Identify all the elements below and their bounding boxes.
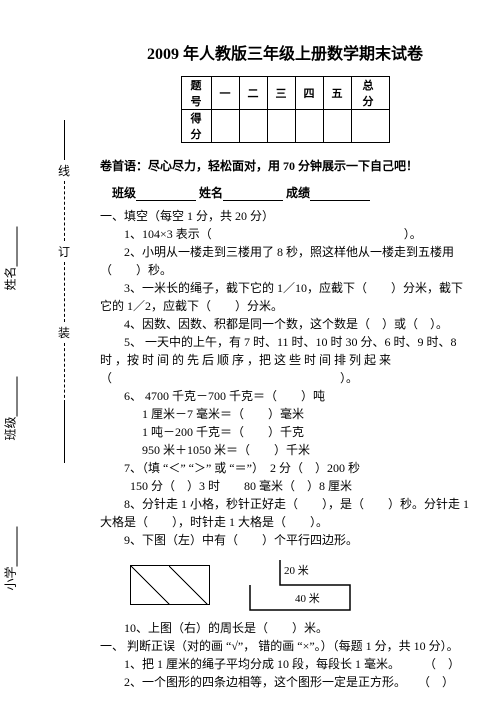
section2-header: 一、 判断正误（对的画 “√”， 错的画 “×”。）（每题 1 分，共 10 分… [100,637,470,655]
binding-margin: 线 订 装 [44,120,84,680]
seg-line: 线 [58,162,70,179]
col-2: 二 [239,77,267,110]
q3: 3、一米长的绳子，截下它的 1／10，应截下（ ）分米，截下它的 1／2，应截下… [100,279,470,315]
q8: 8、分针走 1 小格，秒针正好走（ ），是（ ）秒。分针走 1 大格是（ ），时… [100,495,470,531]
th-num: 题号 [181,77,211,110]
q7a: 7、（填 “＜” “＞” 或 “＝”） 2 分（ ）200 秒 [100,459,470,477]
label-40m: 40 米 [295,591,320,608]
q9: 9、下图（左）中有（ ）个平行四边形。 [100,531,470,549]
name-label: 姓名 [199,186,223,200]
j2: 2、一个图形的四条边相等，这个图形一定是正方形。 （ ） [100,673,470,691]
margin-name-label: 姓名 [4,266,18,290]
th-score: 得分 [181,110,211,143]
col-4: 四 [295,77,323,110]
q5: 5、 一天中的上午，有 7 时、11 时、10 时 30 分、6 时、9 时、8… [100,333,470,387]
seg-bind: 订 [58,243,70,260]
cell [323,110,351,143]
section1-header: 一、填空（每空 1 分，共 20 分） [100,207,470,225]
cell [267,110,295,143]
fill-line: 班级 姓名 成绩 [100,184,470,201]
class-label: 班级 [112,186,136,200]
q6b: 1 厘米－7 毫米＝（ ）毫米 [100,405,470,423]
col-5: 五 [323,77,351,110]
figure-row: 20 米 40 米 [130,555,470,615]
margin-class-label: 班级 [4,416,18,440]
cell [351,110,389,143]
q6c: 1 吨－200 千克＝（ ）千克 [100,423,470,441]
score-table: 题号 一 二 三 四 五 总 分 得分 [181,76,390,143]
score-label: 成绩 [286,186,310,200]
l-shape-figure: 20 米 40 米 [240,555,360,615]
margin-school: 小学 [2,526,19,590]
q10: 10、上图（右）的周长是（ ）米。 [100,619,470,637]
q4: 4、因数、因数、积都是同一个数，这个数是（ ）或（ ）。 [100,315,470,333]
instruction: 卷首语：尽心尽力，轻松面对，用 70 分钟展示一下自己吧！ [100,157,470,174]
cell [211,110,239,143]
q6d: 950 米＋1050 米＝（ ）千米 [100,441,470,459]
q6a: 6、 4700 千克－700 千克＝（ ）吨 [100,387,470,405]
page-title: 2009 年人教版三年级上册数学期末试卷 [100,40,470,64]
cell [295,110,323,143]
col-3: 三 [267,77,295,110]
margin-class: 班级 [2,376,19,440]
margin-name: 姓名 [2,226,19,290]
label-20m: 20 米 [284,563,309,580]
col-total: 总 分 [351,77,389,110]
q2: 2、小明从一楼走到三楼用了 8 秒，照这样他从一楼走到五楼用（ ）秒。 [100,243,470,279]
q7b: 150 分（ ）3 时 80 毫米（ ）8 厘米 [100,477,470,495]
j1: 1、把 1 厘米的绳子平均分成 10 段，每段长 1 毫米。 （ ） [100,655,470,673]
seg-pack: 装 [58,324,70,341]
margin-school-label: 小学 [4,566,18,590]
col-1: 一 [211,77,239,110]
q1: 1、104×3 表示（ ）。 [100,225,470,243]
parallelogram-figure [130,565,210,605]
cell [239,110,267,143]
